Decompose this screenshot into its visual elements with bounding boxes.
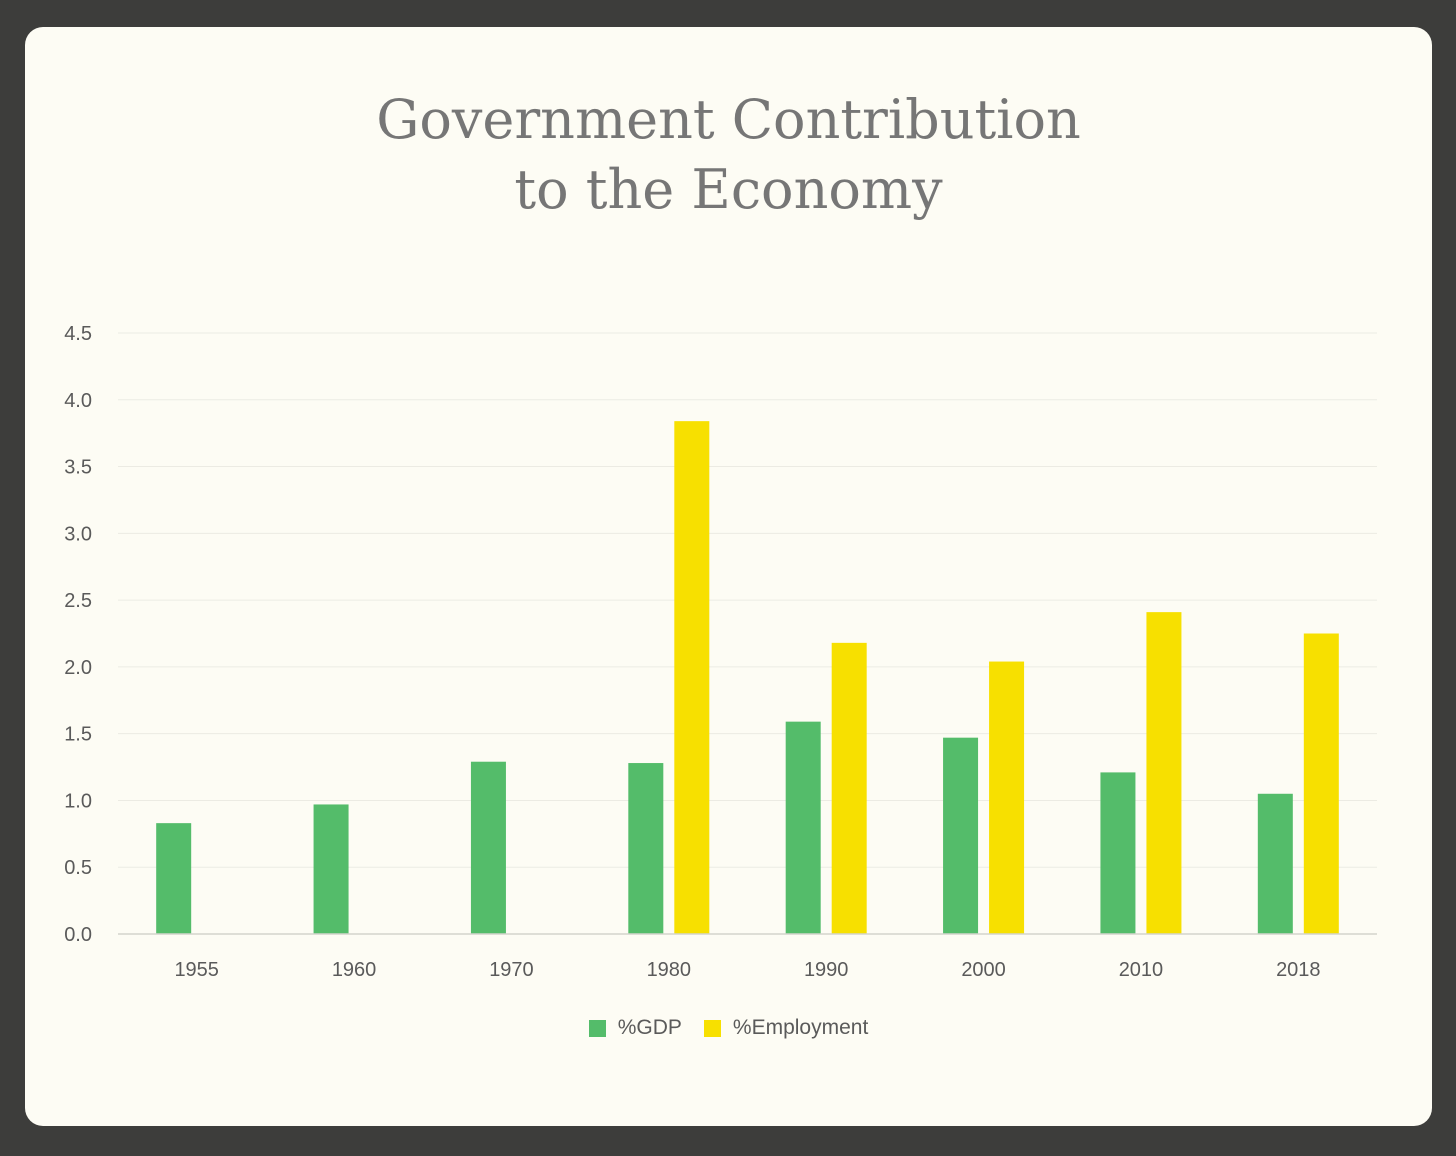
legend-swatch-gdp [588,1019,606,1037]
chart-card: Government Contribution to the Economy 0… [25,27,1432,1126]
y-tick-label: 3.5 [64,457,92,479]
x-tick-label: 2018 [1276,959,1321,981]
y-tick-label: 0.5 [64,857,92,879]
x-tick-label: 1990 [804,959,849,981]
bar-employment [831,642,867,934]
chart-title-line-2: to the Economy [514,158,943,221]
x-tick-label: 1970 [489,959,534,981]
x-tick-label: 1960 [332,959,377,981]
bar-gdp [156,823,192,934]
y-tick-label: 1.0 [64,790,92,812]
bar-employment [1303,633,1339,934]
bar-gdp [628,763,664,934]
x-tick-label: 2010 [1119,959,1164,981]
bar-gdp [470,761,506,934]
y-tick-label: 4.5 [64,323,92,345]
chart-title: Government Contribution to the Economy [25,85,1432,225]
grid-lines [118,332,1377,868]
x-tick-label: 1980 [647,959,692,981]
y-tick-label: 0.0 [64,924,92,946]
x-axis-ticks: 1955 1960 1970 1980 1990 2000 2010 2018 [174,959,1320,981]
x-tick-label: 2000 [961,959,1006,981]
x-tick-label: 1955 [174,959,219,981]
bar-employment [674,421,710,934]
y-tick-label: 2.0 [64,657,92,679]
bars [156,421,1339,934]
legend-swatch-employment [703,1019,721,1037]
legend-label-employment: %Employment [732,1016,869,1039]
y-axis-ticks: 0.0 0.5 1.0 1.5 2.0 2.5 3.0 3.5 4.0 4.5 [64,323,92,946]
bar-gdp [313,804,349,934]
legend-item-employment: %Employment [703,1016,869,1040]
bar-gdp [785,721,821,934]
y-tick-label: 1.5 [64,724,92,746]
y-tick-label: 3.0 [64,523,92,545]
bar-employment [989,661,1025,934]
bar-gdp [943,737,979,934]
legend-item-gdp: %GDP [588,1016,682,1040]
bar-chart: 0.00.51.01.52.02.53.03.54.04.5 1955 1960 1… [64,323,1377,981]
bar-employment [1146,612,1182,934]
bar-gdp [1257,793,1293,934]
bar-gdp [1100,772,1136,934]
legend-label-gdp: %GDP [617,1016,682,1039]
legend: %GDP %Employment [25,1016,1432,1040]
chart-title-line-1: Government Contribution [376,88,1081,151]
y-tick-label: 4.0 [64,390,92,412]
y-tick-label: 2.5 [64,590,92,612]
